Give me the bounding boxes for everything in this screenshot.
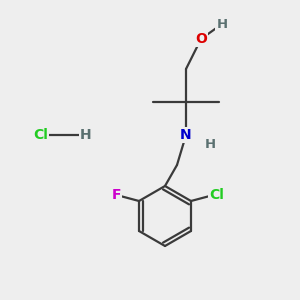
Text: H: H xyxy=(216,17,228,31)
Text: N: N xyxy=(180,128,192,142)
Text: F: F xyxy=(112,188,121,202)
Text: O: O xyxy=(195,32,207,46)
Text: Cl: Cl xyxy=(209,188,224,202)
Text: H: H xyxy=(204,137,216,151)
Text: Cl: Cl xyxy=(33,128,48,142)
Text: H: H xyxy=(80,128,91,142)
